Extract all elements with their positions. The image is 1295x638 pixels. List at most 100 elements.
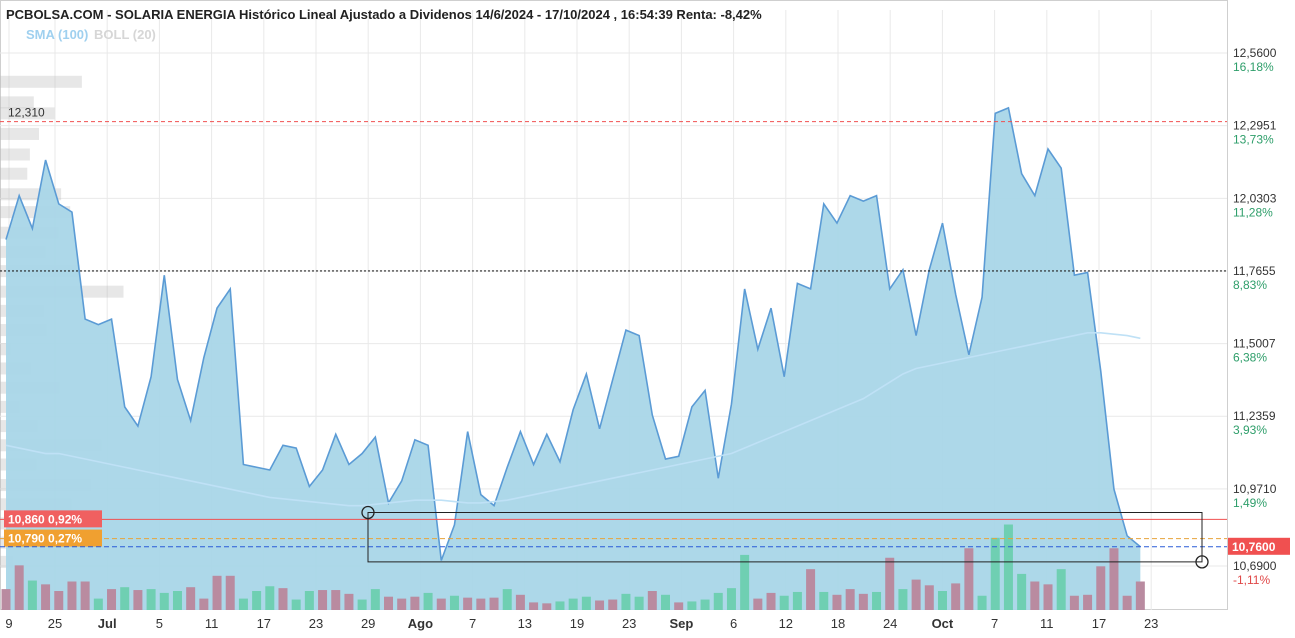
volume-bar [1109,548,1119,610]
volume-bar [357,599,367,610]
x-tick-label: 18 [831,616,845,631]
resistance-label: 12,310 [8,106,45,120]
y-tick-label: 11,7655 [1233,264,1276,278]
y-tick-pct: 8,83% [1233,278,1267,292]
price-area-fill [6,107,1141,611]
volume-bar [120,587,130,610]
volume-bar [687,601,697,610]
volume-bar [1069,595,1079,610]
x-tick-label: 5 [156,616,163,631]
volume-bar [924,585,934,610]
volume-bar [1083,594,1093,610]
volume-bar [1043,584,1053,610]
legend-boll[interactable]: BOLL (20) [94,27,156,42]
volume-bar [502,589,512,610]
volume-bar [423,592,433,610]
volume-bar [133,590,143,610]
x-tick-label: 29 [361,616,375,631]
volume-bar [964,548,974,610]
volume-bar [265,586,275,610]
volume-bar [212,575,222,610]
x-tick-label: 6 [730,616,737,631]
volume-bar [1135,581,1145,610]
volume-bar [753,598,763,610]
volume-bar [951,583,961,610]
y-tick-pct: 16,18% [1233,60,1274,74]
volume-bar [397,598,407,610]
volume-bar [278,588,288,610]
range-box-handle-start [361,505,375,520]
volume-profile-bar [0,127,39,140]
volume-bar [304,591,314,610]
volume-bar [872,591,882,610]
volume-bar [647,591,657,610]
volume-bar [819,591,829,610]
volume-bar [225,575,235,610]
volume-bar [449,595,459,610]
volume-bar [41,584,51,610]
volume-bar [1096,566,1106,610]
x-tick-label: 24 [883,616,897,631]
y-tick-label: 11,5007 [1233,337,1276,351]
price-line [5,106,1141,561]
volume-bar [384,596,394,610]
volume-bar [911,579,921,610]
volume-bar [1017,573,1027,610]
volume-bar [713,592,723,610]
legend-sma[interactable]: SMA (100) [26,27,88,42]
volume-bar [463,597,473,610]
x-tick-label: 17 [1092,616,1106,631]
volume-bar [159,592,169,610]
volume-bar [476,598,486,610]
y-tick-label: 10,6900 [1233,559,1277,573]
volume-profile-bar [0,343,11,356]
x-tick-label: 12 [779,616,793,631]
volume-bar [489,597,499,610]
volume-bar [898,589,908,610]
volume-bar [792,591,802,610]
volume-bar [291,599,301,610]
y-tick-pct: 13,73% [1233,133,1274,147]
volume-bar [806,569,816,610]
x-tick-label: 11 [205,616,219,631]
x-tick-label: 11 [1040,616,1054,631]
range-box-handle-end [1195,555,1209,569]
volume-bar [608,599,618,610]
volume-bar [318,590,328,610]
volume-bar [107,589,117,610]
volume-bar [410,596,420,610]
y-tick-pct: 6,38% [1233,351,1267,365]
volume-bar [27,580,37,610]
volume-bar [436,598,446,610]
volume-bar [858,593,868,610]
volume-bar [634,596,644,610]
volume-bar [186,587,196,610]
volume-bar [555,601,565,610]
volume-bar [779,595,789,610]
volume-bar [661,594,670,610]
volume-bar [199,598,209,610]
sma-100-line [5,332,1141,507]
range-box[interactable] [361,505,1209,569]
y-tick-label: 11,2359 [1233,409,1276,423]
volume-bar [54,591,64,610]
volume-bar [832,594,842,610]
orange-level-box [4,529,102,547]
volume-bar [990,537,1000,610]
volume-bar [766,592,776,610]
x-tick-label: 13 [518,616,532,631]
volume-bar [515,594,525,610]
y-tick-pct: 11,28% [1233,205,1273,219]
x-tick-label: Sep [669,616,693,631]
volume-bar [1056,569,1066,610]
x-tick-label: 17 [257,616,271,631]
x-tick-label: Ago [408,616,433,631]
orange-level-label: 10,790 0,27% [8,532,82,546]
volume-bar [700,599,710,610]
volume-bar [740,554,750,610]
volume-bar [67,581,77,610]
volume-bar [542,603,552,610]
volume-profile-bar [0,107,55,120]
